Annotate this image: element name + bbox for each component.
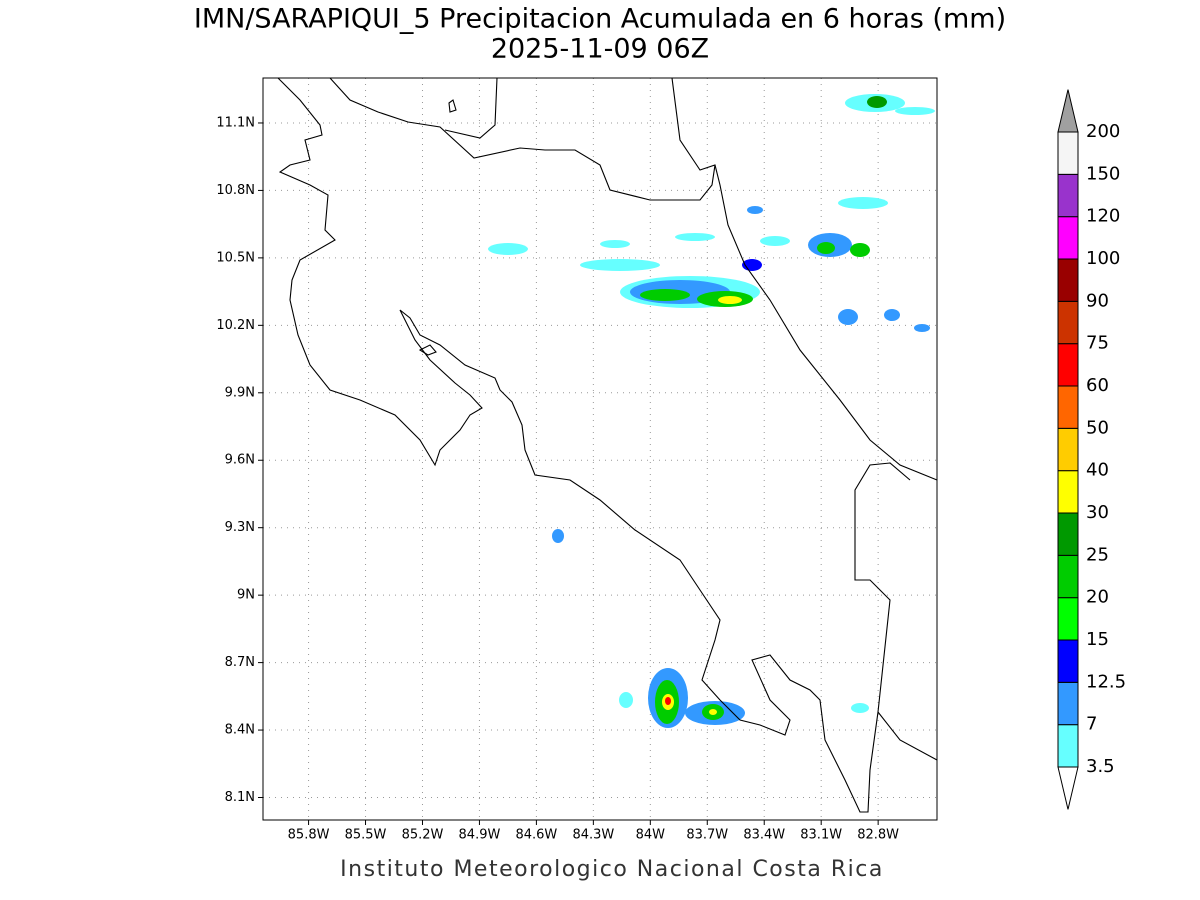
colorbar-label: 20 (1086, 587, 1109, 608)
rain-area (838, 197, 888, 209)
lon-label: 85.5W (345, 828, 387, 843)
lat-label: 8.4N (225, 723, 255, 738)
rain-area (851, 703, 869, 713)
rain-area (552, 529, 564, 543)
axis-labels: 11.1N 10.8N 10.5N 10.2N 9.9N 9.6N 9.3N 9N 8.7N 8.… (216, 115, 899, 842)
lon-label: 84.6W (515, 828, 557, 843)
colorbar-label: 40 (1086, 460, 1109, 481)
lat-label: 9.6N (225, 453, 255, 468)
rain-area (619, 692, 633, 708)
rain-area (867, 96, 887, 108)
rain-area (884, 309, 900, 321)
rain-area (914, 324, 930, 332)
lon-label: 83.4W (743, 828, 785, 843)
colorbar-segment (1057, 554, 1079, 599)
colorbar-segment (1057, 173, 1079, 218)
colorbar-segment (1057, 258, 1079, 302)
colorbar-segment (1057, 597, 1079, 641)
subtitle: 2025-11-09 06Z (491, 34, 709, 65)
precipitation (488, 94, 935, 728)
rain-area (718, 296, 742, 304)
rain-area (850, 243, 870, 257)
colorbar-label: 25 (1086, 544, 1109, 565)
colorbar: 3.5 7 12.5 15 20 25 30 40 50 60 75 90 100 120 150 200 (1057, 89, 1126, 810)
colorbar-segment (1057, 724, 1079, 768)
colorbar-label: 3.5 (1086, 756, 1115, 777)
rain-area (600, 240, 630, 248)
rain-area (580, 259, 660, 271)
coastline (671, 77, 938, 481)
colorbar-segment (1057, 385, 1079, 429)
colorbar-label: 100 (1086, 248, 1120, 269)
colorbar-label: 90 (1086, 290, 1109, 311)
colorbar-label: 120 (1086, 206, 1120, 227)
colorbar-segment (1057, 512, 1079, 556)
colorbar-label: 7 (1086, 714, 1097, 735)
title: IMN/SARAPIQUI_5 Precipitacion Acumulada … (194, 4, 1006, 35)
colorbar-segment (1057, 343, 1079, 387)
rain-area (488, 243, 528, 255)
lat-label: 10.5N (216, 250, 255, 265)
island (448, 99, 457, 113)
rain-area (665, 697, 671, 705)
colorbar-segment (1057, 300, 1079, 345)
colorbar-label: 30 (1086, 502, 1109, 523)
rain-area (709, 709, 717, 715)
grid (263, 78, 937, 820)
lat-label: 10.8N (216, 183, 255, 198)
colorbar-label: 60 (1086, 375, 1109, 396)
colorbar-label: 50 (1086, 417, 1109, 438)
colorbar-segment (1057, 639, 1079, 683)
lat-label: 8.7N (225, 655, 255, 670)
lat-label: 9.3N (225, 520, 255, 535)
lon-label: 85.2W (402, 828, 444, 843)
coastline (444, 77, 498, 139)
colorbar-under (1057, 766, 1079, 810)
coastline (277, 77, 938, 813)
lon-label: 84W (636, 828, 666, 843)
rain-area (895, 107, 935, 115)
lon-label: 85.8W (288, 828, 330, 843)
colorbar-label: 150 (1086, 163, 1120, 184)
colorbar-label: 15 (1086, 629, 1109, 650)
colorbar-label: 75 (1086, 333, 1109, 354)
rain-area (747, 206, 763, 214)
colorbar-over (1057, 89, 1079, 133)
lat-label: 8.1N (225, 790, 255, 805)
lon-label: 83.7W (686, 828, 728, 843)
colorbar-label: 12.5 (1086, 671, 1126, 692)
lat-label: 11.1N (216, 115, 255, 130)
colorbar-segment (1057, 470, 1079, 514)
border (854, 462, 911, 713)
lon-label: 82.8W (857, 828, 899, 843)
lon-label: 84.9W (459, 828, 501, 843)
lat-label: 10.2N (216, 318, 255, 333)
colorbar-segment (1057, 131, 1079, 175)
lon-label: 83.1W (800, 828, 842, 843)
rain-area (817, 242, 835, 254)
lat-label: 9N (237, 588, 255, 603)
rain-area (760, 236, 790, 246)
lon-label: 84.3W (572, 828, 614, 843)
map-frame (262, 77, 938, 821)
colorbar-segment (1057, 427, 1079, 472)
colorbar-label: 200 (1086, 121, 1120, 142)
rain-area (838, 309, 858, 325)
coastlines (277, 77, 938, 813)
rain-area (640, 289, 690, 301)
rain-area (675, 233, 715, 241)
border (329, 77, 716, 201)
colorbar-segment (1057, 681, 1079, 726)
colorbar-segment (1057, 216, 1079, 260)
footer: Instituto Meteorologico Nacional Costa R… (340, 857, 884, 882)
lat-label: 9.9N (225, 385, 255, 400)
island (418, 344, 437, 356)
